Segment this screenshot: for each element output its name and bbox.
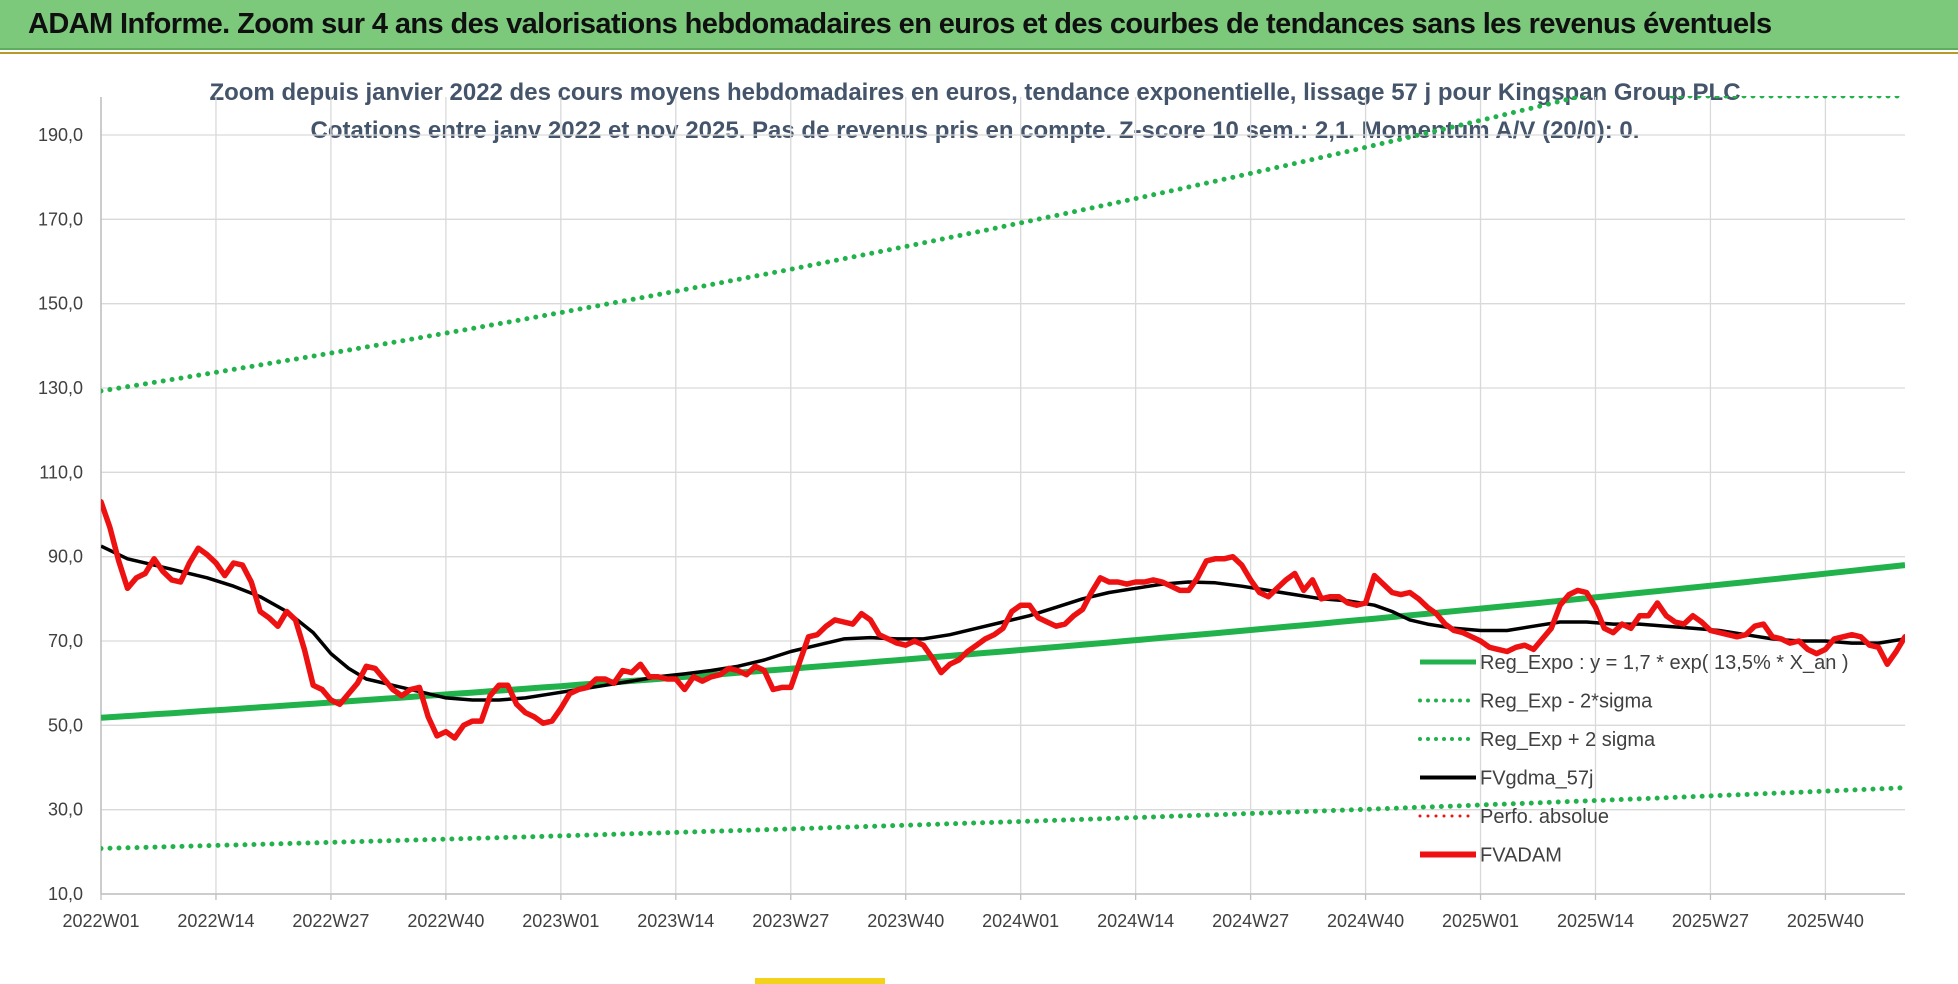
x-tick-label: 2024W27 xyxy=(1212,911,1289,931)
x-tick-label: 2023W27 xyxy=(752,911,829,931)
x-tick-label: 2022W27 xyxy=(292,911,369,931)
y-tick-label: 190,0 xyxy=(38,125,83,145)
y-axis-ticks: 10,0 30,0 50,0 70,0 90,0 110,0 130,0 150,0 170,0… xyxy=(38,125,83,904)
y-tick-label: 110,0 xyxy=(39,462,83,482)
legend-label: Reg_Exp - 2*sigma xyxy=(1480,691,1653,713)
y-tick-label: 170,0 xyxy=(38,209,83,229)
legend-label: Reg_Exp + 2 sigma xyxy=(1480,729,1656,751)
x-tick-label: 2023W14 xyxy=(637,911,714,931)
x-tick-label: 2024W01 xyxy=(982,911,1059,931)
x-tick-label: 2025W27 xyxy=(1672,911,1749,931)
bottom-accent xyxy=(755,978,885,984)
x-tick-label: 2022W01 xyxy=(62,911,139,931)
x-tick-label: 2025W40 xyxy=(1787,911,1864,931)
x-tick-label: 2024W14 xyxy=(1097,911,1174,931)
chart-title-line1: Zoom depuis janvier 2022 des cours moyen… xyxy=(209,79,1740,106)
chart-title-line2: Cotations entre janv 2022 et nov 2025. P… xyxy=(311,117,1640,144)
x-axis-ticks: 2022W01 2022W14 2022W27 2022W40 2023W01 2023W… xyxy=(62,911,1863,931)
legend-label: FVADAM xyxy=(1480,845,1562,867)
chart-legend: Reg_Expo : y = 1,7 * exp( 13,5% * X_an )… xyxy=(1418,652,1849,867)
header-banner: ADAM Informe. Zoom sur 4 ans des valoris… xyxy=(0,0,1958,50)
y-tick-label: 150,0 xyxy=(38,294,83,314)
legend-label: Perfo. absolue xyxy=(1480,806,1609,828)
chart-area: Zoom depuis janvier 2022 des cours moyen… xyxy=(0,52,1958,980)
x-tick-label: 2024W40 xyxy=(1327,911,1404,931)
y-tick-label: 50,0 xyxy=(48,715,83,735)
series-layer xyxy=(101,96,1905,851)
y-tick-label: 30,0 xyxy=(48,800,83,820)
y-tick-label: 10,0 xyxy=(48,884,83,904)
x-tick-label: 2023W40 xyxy=(867,911,944,931)
x-tick-label: 2025W14 xyxy=(1557,911,1634,931)
chart-svg: Zoom depuis janvier 2022 des cours moyen… xyxy=(38,79,1905,931)
x-tick-label: 2022W40 xyxy=(407,911,484,931)
series-reg-exp-plus-2-sigma xyxy=(101,96,1592,394)
legend-label: Reg_Expo : y = 1,7 * exp( 13,5% * X_an ) xyxy=(1480,652,1849,674)
series-reg-exp-minus-2-sigma xyxy=(101,785,1905,851)
x-tick-label: 2025W01 xyxy=(1442,911,1519,931)
x-tick-label: 2022W14 xyxy=(177,911,254,931)
x-tick-label: 2023W01 xyxy=(522,911,599,931)
y-tick-label: 130,0 xyxy=(38,378,83,398)
y-tick-label: 70,0 xyxy=(48,631,83,651)
gridlines xyxy=(100,97,1905,900)
banner-title: ADAM Informe. Zoom sur 4 ans des valoris… xyxy=(28,8,1772,40)
legend-label: FVgdma_57j xyxy=(1480,768,1593,790)
series-fvadam xyxy=(101,499,1905,741)
y-tick-label: 90,0 xyxy=(48,547,83,567)
